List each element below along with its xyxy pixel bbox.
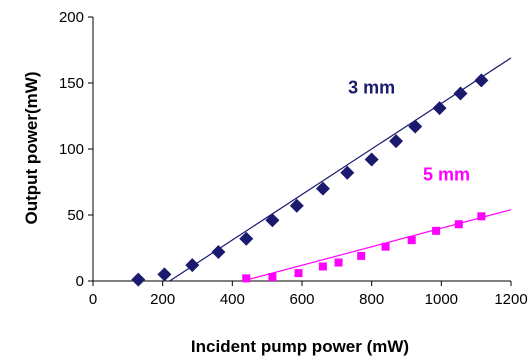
y-tick-label: 200 xyxy=(59,9,84,26)
y-ticks: 0 50 100 150 200 xyxy=(59,9,93,290)
data-point-3-mm xyxy=(389,134,404,149)
data-point-5-mm xyxy=(268,273,277,282)
data-point-5-mm xyxy=(432,226,441,235)
data-point-3-mm xyxy=(211,244,226,259)
series-annotations: 3 mm 5 mm xyxy=(348,78,470,185)
data-point-3-mm xyxy=(265,213,280,228)
data-markers xyxy=(131,73,489,287)
data-point-3-mm xyxy=(432,101,447,116)
fit-line-5-mm xyxy=(242,209,512,282)
x-ticks: 0 200 400 600 800 1000 1200 xyxy=(89,281,528,308)
data-point-5-mm xyxy=(357,251,366,260)
x-tick-label: 800 xyxy=(359,291,384,308)
data-point-3-mm xyxy=(157,267,172,282)
series-label: 3 mm xyxy=(348,78,395,98)
data-point-3-mm xyxy=(408,119,423,134)
data-point-3-mm xyxy=(239,231,254,246)
x-tick-label: 1000 xyxy=(425,291,458,308)
y-tick-label: 50 xyxy=(67,207,84,224)
series-label: 5 mm xyxy=(423,165,470,185)
x-axis-title: Incident pump power (mW) xyxy=(191,337,409,356)
data-point-5-mm xyxy=(381,242,390,251)
data-point-3-mm xyxy=(131,272,146,287)
data-point-5-mm xyxy=(318,262,327,271)
data-point-3-mm xyxy=(315,181,330,196)
data-point-5-mm xyxy=(242,274,251,283)
y-tick-label: 150 xyxy=(59,75,84,92)
y-tick-label: 100 xyxy=(59,141,84,158)
plot-area: 0 200 400 600 800 1000 1200 0 50 100 150 200 3 mm 5… xyxy=(59,9,528,308)
y-axis-title: Output power(mW) xyxy=(22,72,41,225)
fit-lines xyxy=(169,57,512,282)
data-point-5-mm xyxy=(294,269,303,278)
x-tick-label: 600 xyxy=(289,291,314,308)
y-tick-label: 0 xyxy=(76,273,84,290)
x-tick-label: 1200 xyxy=(494,291,527,308)
data-point-5-mm xyxy=(454,220,463,229)
fit-line-3-mm xyxy=(169,57,512,282)
data-point-3-mm xyxy=(474,73,489,88)
data-point-3-mm xyxy=(453,86,468,101)
x-tick-label: 200 xyxy=(150,291,175,308)
data-point-3-mm xyxy=(364,152,379,167)
data-point-5-mm xyxy=(334,258,343,267)
x-tick-label: 400 xyxy=(220,291,245,308)
data-point-3-mm xyxy=(340,165,355,180)
data-point-3-mm xyxy=(185,258,200,273)
data-point-5-mm xyxy=(407,236,416,245)
data-point-5-mm xyxy=(477,212,486,221)
x-tick-label: 0 xyxy=(89,291,97,308)
data-point-3-mm xyxy=(289,198,304,213)
